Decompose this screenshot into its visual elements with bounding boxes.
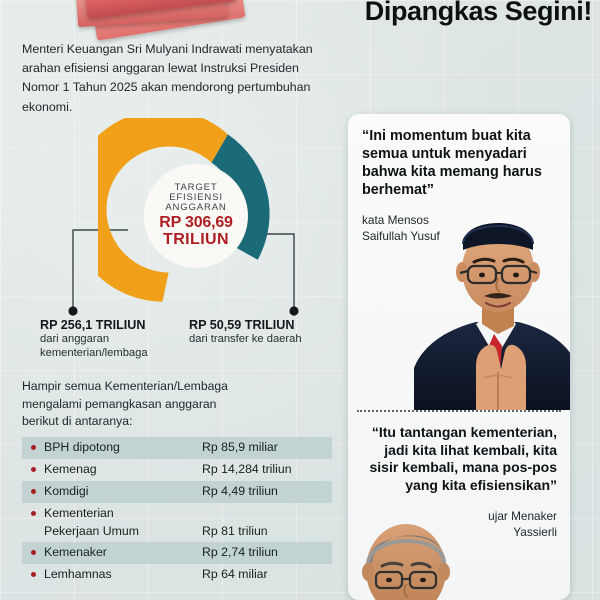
- quote-card: “Ini momentum buat kita semua untuk meny…: [348, 114, 570, 600]
- callout-transfer-value: RP 50,59 TRILIUN: [189, 318, 295, 332]
- quote-attribution-1-line2: Saifullah Yusuf: [362, 229, 440, 243]
- callout-kementerian: RP 256,1 TRILIUN dari anggaran kementeri…: [40, 318, 148, 361]
- bullet-icon: [22, 566, 44, 577]
- table-cell-name: Lemhamnas: [44, 566, 112, 581]
- donut-center-line1: TARGET: [174, 182, 218, 194]
- callout-transfer-desc-line1: dari transfer ke daerah: [189, 333, 302, 345]
- table-row: BPH dipotong Rp 85,9 miliar: [22, 437, 332, 460]
- table-cell-value: Rp 64 miliar: [202, 566, 268, 581]
- donut-segment-kementerian: [98, 118, 228, 302]
- table-cell-name-line1: Kementerian: [44, 506, 114, 521]
- ministry-cuts-table: BPH dipotong Rp 85,9 miliar Kemenag Rp 1…: [22, 437, 332, 586]
- table-intro-line1: Hampir semua Kementerian/Lembaga: [22, 379, 228, 393]
- table-cell-name: Kemenag: [44, 462, 97, 477]
- table-cell-name: Komdigi: [44, 484, 89, 499]
- table-cell-name: BPH dipotong: [44, 440, 120, 455]
- callout-transfer-daerah: RP 50,59 TRILIUN dari transfer ke daerah: [189, 318, 302, 346]
- donut-center-line2: EFISIENSI: [169, 192, 223, 204]
- bullet-icon: [22, 505, 44, 517]
- table-intro: Hampir semua Kementerian/Lembaga mengala…: [22, 378, 332, 431]
- table-cell-value: Rp 85,9 miliar: [202, 440, 278, 455]
- quote-attribution-2: ujar Menaker Yassierli: [360, 509, 557, 541]
- callout-kementerian-desc-line1: dari anggaran: [40, 333, 110, 345]
- bullet-icon: [22, 544, 44, 555]
- table-row: Komdigi Rp 4,49 triliun: [22, 481, 332, 504]
- table-row: Kemenag Rp 14,284 triliun: [22, 459, 332, 481]
- quote-block-1: “Ini momentum buat kita semua untuk meny…: [348, 114, 570, 245]
- quote-attribution-1: kata Mensos Saifullah Yusuf: [362, 213, 558, 244]
- callout-kementerian-desc-line2: kementerian/lembaga: [40, 347, 148, 360]
- donut-center-unit: TRILIUN: [163, 231, 229, 249]
- quote-text-2: “Itu tantangan kementerian, jadi kita li…: [369, 424, 557, 493]
- table-cell-value: Rp 14,284 triliun: [202, 462, 292, 477]
- bullet-icon: [22, 461, 44, 473]
- card-divider: [357, 410, 561, 412]
- quote-attribution-2-line1: ujar Menaker: [488, 509, 557, 523]
- ministry-cuts-section: Hampir semua Kementerian/Lembaga mengala…: [22, 378, 332, 586]
- donut-center-line3: ANGGARAN: [165, 202, 227, 214]
- intro-paragraph: Menteri Keuangan Sri Mulyani Indrawati m…: [22, 42, 313, 114]
- table-row: Lemhamnas Rp 64 miliar: [22, 564, 332, 586]
- table-cell-value: Rp 4,49 triliun: [202, 484, 278, 499]
- bullet-icon: [22, 483, 44, 495]
- quote-block-2: “Itu tantangan kementerian, jadi kita li…: [348, 424, 570, 541]
- photo-saifullah-yusuf: [414, 223, 570, 410]
- table-cell-name-line2: Pekerjaan Umum: [44, 523, 139, 538]
- table-intro-line3: berikut di antaranya:: [22, 414, 133, 429]
- callout-kementerian-value: RP 256,1 TRILIUN: [40, 318, 146, 332]
- quote-text-1: “Ini momentum buat kita semua untuk meny…: [362, 128, 542, 198]
- table-cell-name: Kemenaker: [44, 544, 107, 559]
- header: 50 Dipangkas Segini!: [0, 0, 600, 41]
- donut-center-label: TARGET EFISIENSI ANGGARAN RP 306,69 TRIL…: [146, 166, 246, 266]
- page-title: Dipangkas Segini!: [364, 0, 593, 26]
- table-row: Kemenaker Rp 2,74 triliun: [22, 541, 332, 564]
- quote-attribution-1-line1: kata Mensos: [362, 213, 429, 228]
- table-cell-value: Rp 2,74 triliun: [202, 544, 278, 559]
- table-intro-line2: mengalami pemangkasan anggaran: [22, 396, 217, 411]
- table-cell-name: Kementerian Pekerjaan Umum: [44, 505, 202, 540]
- donut-graphic: TARGET EFISIENSI ANGGARAN RP 306,69 TRIL…: [98, 118, 294, 314]
- bullet-icon: [22, 439, 44, 451]
- donut-center-value: RP 306,69: [159, 214, 233, 232]
- table-row: Kementerian Pekerjaan Umum Rp 81 triliun: [22, 503, 332, 542]
- donut-chart: TARGET EFISIENSI ANGGARAN RP 306,69 TRIL…: [0, 112, 345, 377]
- table-cell-value: Rp 81 triliun: [202, 523, 268, 538]
- photo-yassierli: [362, 524, 450, 600]
- quote-attribution-2-line2: Yassierli: [513, 524, 557, 539]
